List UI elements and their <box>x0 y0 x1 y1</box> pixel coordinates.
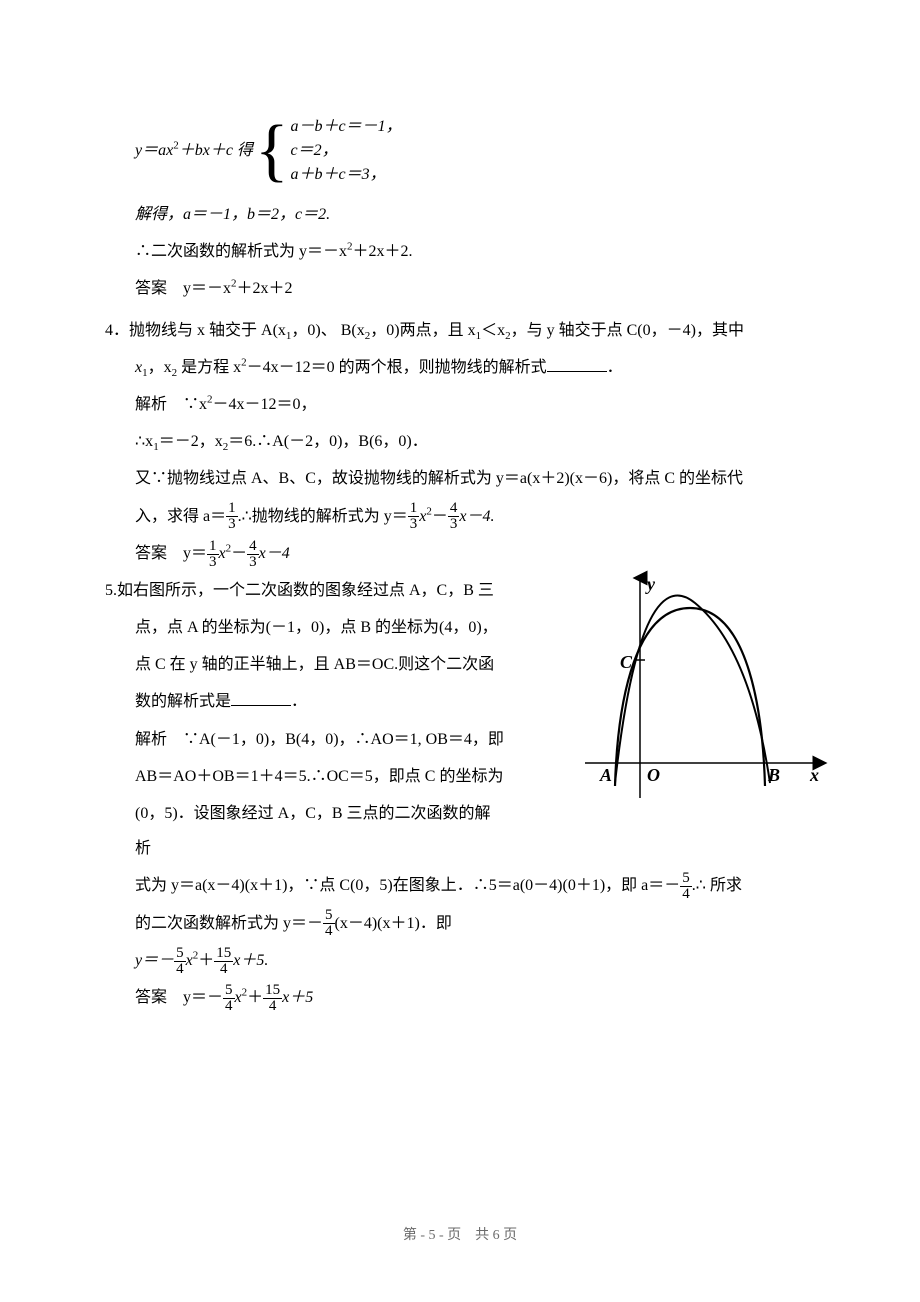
q5-line9: 的二次函数解析式为 y＝－54(x－4)(x＋1)．即 <box>105 906 815 941</box>
eq-text: y＝ax <box>135 142 173 159</box>
x-label: x <box>809 765 819 785</box>
page-footer: 第 - 5 - 页 共 6 页 <box>0 1221 920 1252</box>
q4-line5: 又∵抛物线过点 A、B、C，故设抛物线的解析式为 y＝a(x＋2)(x－6)，将… <box>105 461 815 496</box>
y-label: y <box>645 574 656 594</box>
parabola-curve <box>615 595 770 783</box>
cases: a－b＋c＝－1， c＝2， a＋b＋c＝3， <box>291 115 402 187</box>
q4-line4: ∴x1＝－2，x2＝6.∴A(－2，0)，B(6，0)． <box>105 424 815 459</box>
O-label: O <box>647 765 660 785</box>
q5-line10: y＝－54x2＋154x＋5. <box>105 943 815 978</box>
therefore-line: ∴二次函数的解析式为 y＝－x2＋2x＋2. <box>105 234 815 269</box>
q5-answer: 答案 y＝－54x2＋154x＋5 <box>105 980 815 1015</box>
q5-line5: 解析 ∵A(－1，0)，B(4，0)，∴AO＝1, OB＝4，即 <box>105 722 505 757</box>
answer-blank <box>231 692 291 706</box>
q4-line2: x1，x2 是方程 x2－4x－12＝0 的两个根，则抛物线的解析式． <box>105 350 815 385</box>
q4-line3: 解析 ∵x2－4x－12＝0， <box>105 387 815 422</box>
q4-line1: 4．抛物线与 x 轴交于 A(x1，0)、 B(x2，0)两点，且 x1＜x2，… <box>105 313 815 348</box>
solve-line: 解得，a＝－1，b＝2，c＝2. <box>105 197 815 232</box>
q5-line1: 5.如右图所示，一个二次函数的图象经过点 A，C，B 三 <box>105 573 505 608</box>
left-brace-icon: { <box>255 116 289 186</box>
q5-line7: (0，5)．设图象经过 A，C，B 三点的二次函数的解析 <box>105 796 505 866</box>
parabola <box>615 608 765 786</box>
answer-blank <box>547 358 607 372</box>
q5-line8: 式为 y＝a(x－4)(x＋1)，∵点 C(0，5)在图象上．∴5＝a(0－4)… <box>105 868 815 903</box>
q5-line3: 点 C 在 y 轴的正半轴上，且 AB＝OC.则这个二次函 <box>105 647 505 682</box>
q4-answer: 答案 y＝13x2－43x－4 <box>105 536 815 571</box>
C-label: C <box>620 652 633 672</box>
q5-section: y x A O B C 5.如右图所示，一个二次函数的图象经过点 A，C，B 三… <box>105 573 815 867</box>
q5-line4: 数的解析式是． <box>105 684 505 719</box>
parabola-graph: y x A O B C <box>575 568 830 818</box>
page-content: y＝ax2＋bx＋c 得 { a－b＋c＝－1， c＝2， a＋b＋c＝3， 解… <box>105 115 815 1015</box>
answer-line: 答案 y＝－x2＋2x＋2 <box>105 271 815 306</box>
system-equation: y＝ax2＋bx＋c 得 { a－b＋c＝－1， c＝2， a＋b＋c＝3， <box>105 115 815 187</box>
q4-line6: 入，求得 a＝13.∴抛物线的解析式为 y＝13x2－43x－4. <box>105 499 815 534</box>
q5-line6: AB＝AO＋OB＝1＋4＝5.∴OC＝5，即点 C 的坐标为 <box>105 759 505 794</box>
A-label: A <box>599 765 612 785</box>
q5-line2: 点，点 A 的坐标为(－1，0)，点 B 的坐标为(4，0)， <box>105 610 505 645</box>
B-label: B <box>767 765 780 785</box>
